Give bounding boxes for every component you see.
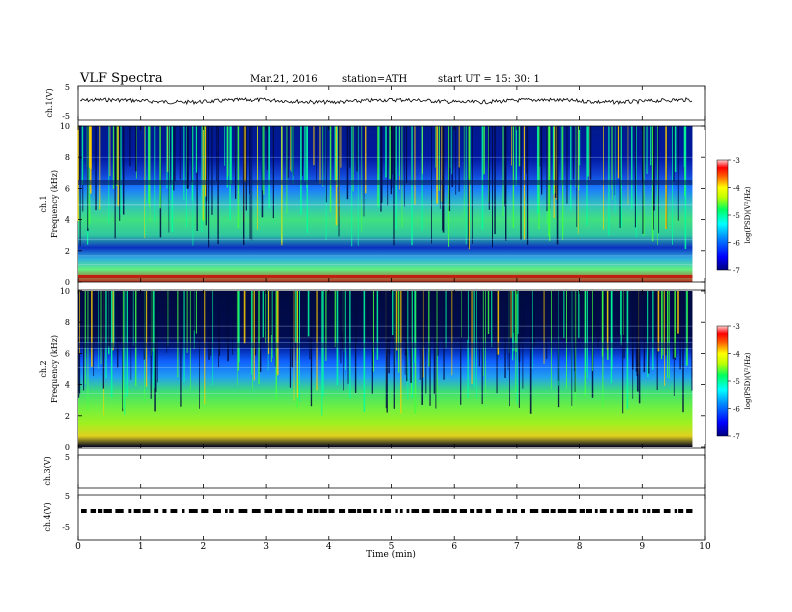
x-tick-label-10: 10 <box>699 542 711 552</box>
ch1-ylabel: ch.1(V) <box>45 88 54 117</box>
panel-ch4-waveform: 5 -5 ch.4(V) <box>43 492 705 532</box>
x-tick-label-6: 6 <box>451 542 457 552</box>
x-axis: 0 1 2 3 4 5 6 7 8 9 10 <box>75 86 711 552</box>
ch1-freq-tick-3: 6 <box>65 184 70 193</box>
panel-ch3-waveform: 5 ch.3(V) <box>43 453 705 489</box>
ch1-freq-tick-5: 10 <box>60 122 70 131</box>
ch4-ytick-bottom: -5 <box>62 523 70 532</box>
colorbar-ch2-label: log(PSD)(V²/Hz) <box>744 352 752 409</box>
x-axis-label: Time (min) <box>366 549 416 560</box>
colorbar-ch2-tick-0: -3 <box>733 323 740 331</box>
panel-ch1-spectrogram: 0 2 4 6 8 10 ch.1 Frequency (kHz) <box>39 122 705 287</box>
colorbar-ch1-label: log(PSD)(V²/Hz) <box>744 186 752 243</box>
colorbar-ch1-tick-2: -5 <box>733 212 740 220</box>
colorbar-ch2: -3 -4 -5 -6 -7 log(PSD)(V²/Hz) <box>716 323 752 441</box>
ch2-freq-tick-4: 8 <box>65 318 70 327</box>
ch1-freq-tick-4: 8 <box>65 153 70 162</box>
ch1-ytick-bottom: -5 <box>62 112 70 121</box>
colorbar-ch2-tick-2: -5 <box>733 378 740 386</box>
start-ut-label: start UT = 15: 30: 1 <box>438 74 540 85</box>
colorbar-ch1: -3 -4 -5 -6 -7 log(PSD)(V²/Hz) <box>716 157 752 275</box>
ch1-waveform-trace <box>79 97 693 106</box>
x-tick-label-5: 5 <box>389 542 395 552</box>
colorbar-ch2-tick-1: -4 <box>733 351 740 359</box>
ch2-spectrogram-image <box>78 291 693 447</box>
ch2-freq-tick-2: 4 <box>65 381 70 390</box>
panel-ch2-spectrogram: 0 2 4 6 8 10 ch.2 Frequency (kHz) <box>39 287 705 452</box>
date-label: Mar.21, 2016 <box>250 74 318 85</box>
ch2-freq-tick-5: 10 <box>60 287 70 296</box>
x-tick-label-1: 1 <box>138 542 144 552</box>
x-tick-label-9: 9 <box>639 542 645 552</box>
ch3-ytick-top: 5 <box>65 453 70 462</box>
x-tick-label-3: 3 <box>263 542 269 552</box>
ch1-spec-ylabel: ch.1 <box>39 195 48 212</box>
colorbar-ch1-tick-1: -4 <box>733 185 740 193</box>
station-label: station=ATH <box>342 74 408 85</box>
ch4-ytick-top: 5 <box>65 492 70 501</box>
x-tick-label-8: 8 <box>577 542 583 552</box>
x-tick-label-2: 2 <box>201 542 207 552</box>
colorbar-ch1-tick-4: -7 <box>733 267 740 275</box>
ch2-spec-ylabel: ch.2 <box>39 360 48 377</box>
ch1-freq-tick-2: 4 <box>65 216 70 225</box>
ch1-freq-tick-0: 0 <box>65 278 70 287</box>
ch1-spec-ylabel2: Frequency (kHz) <box>50 170 59 238</box>
ch2-freq-tick-1: 2 <box>65 412 70 421</box>
ch4-ylabel: ch.4(V) <box>43 502 52 531</box>
x-tick-label-0: 0 <box>75 542 81 552</box>
ch2-spec-ylabel2: Frequency (kHz) <box>50 335 59 403</box>
x-tick-label-7: 7 <box>514 542 520 552</box>
colorbar-ch2-tick-4: -7 <box>733 433 740 441</box>
ch3-ylabel: ch.3(V) <box>43 456 52 485</box>
ch2-freq-tick-0: 0 <box>65 443 70 452</box>
panel-ch1-waveform: 5 -5 ch.1(V) <box>45 83 705 121</box>
ch2-freq-tick-3: 6 <box>65 349 70 358</box>
colorbar-ch2-tick-3: -6 <box>733 406 740 414</box>
ch1-ytick-top: 5 <box>65 83 70 92</box>
colorbar-ch1-tick-0: -3 <box>733 157 740 165</box>
x-tick-label-4: 4 <box>326 542 332 552</box>
ch1-freq-tick-1: 2 <box>65 247 70 256</box>
figure-title: VLF Spectra <box>80 71 163 86</box>
colorbar-ch1-tick-3: -6 <box>733 240 740 248</box>
